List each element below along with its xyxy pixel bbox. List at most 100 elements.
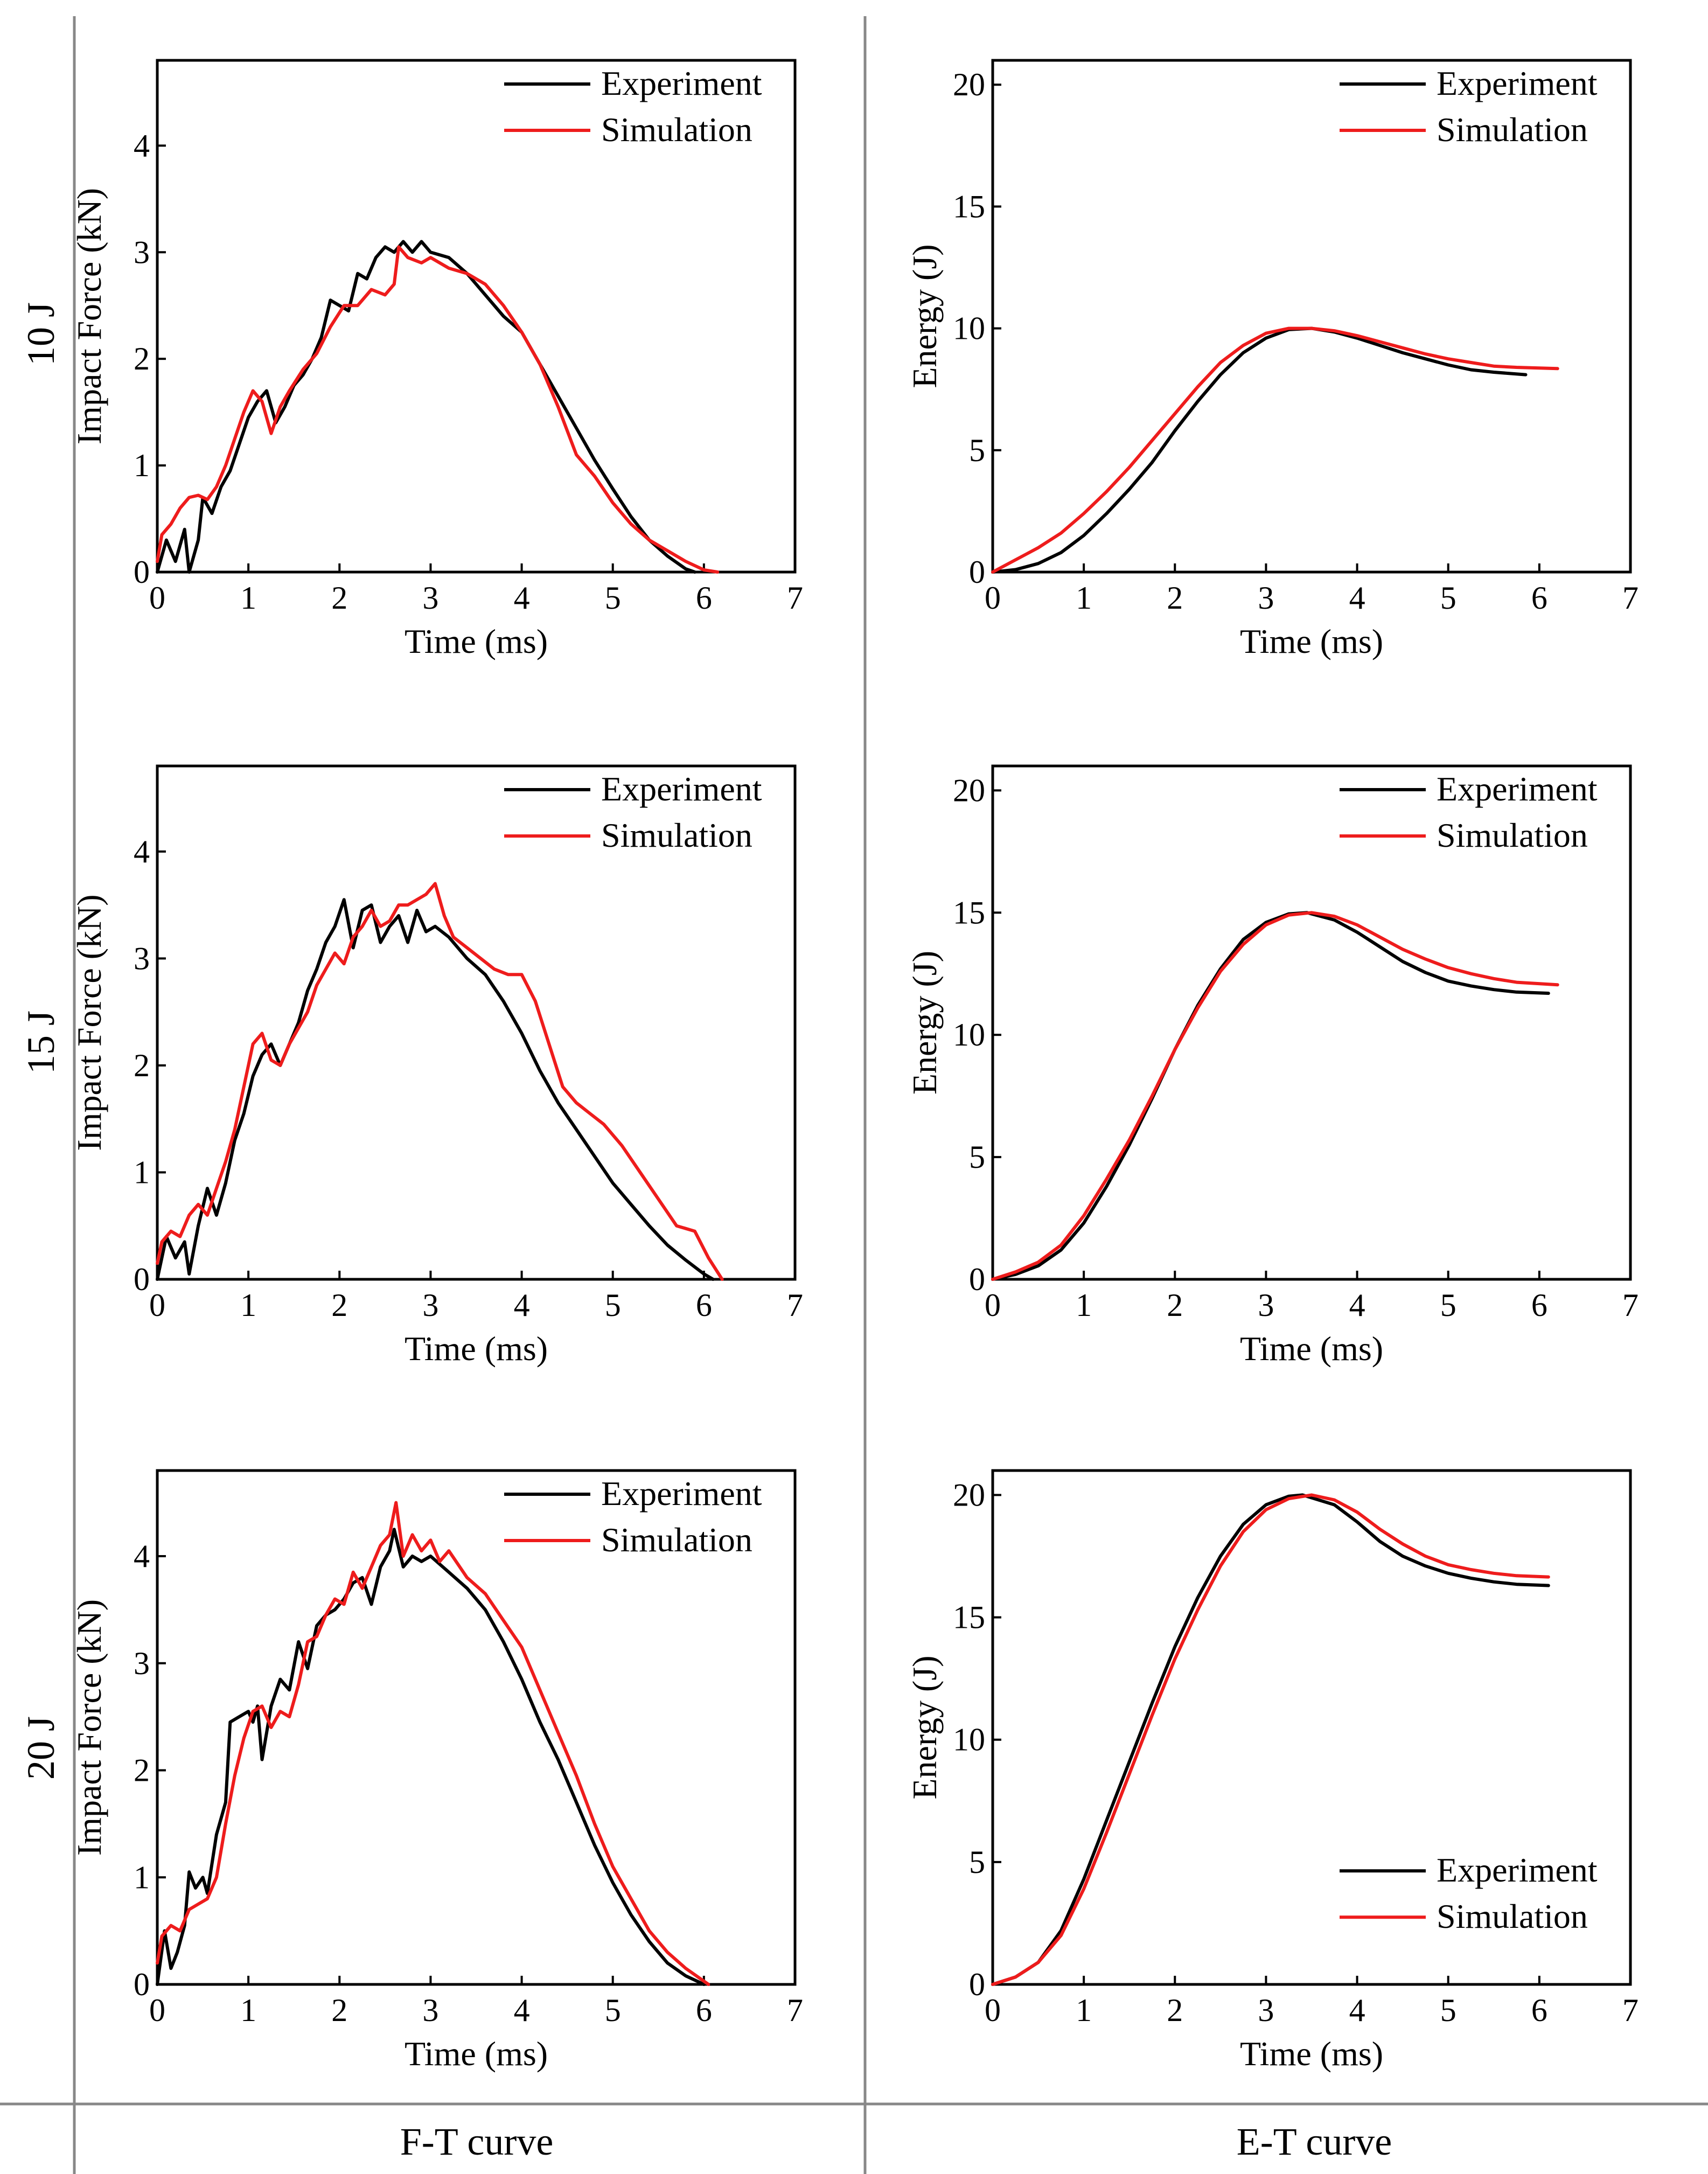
chart-6-series-simulation-line [991,1493,1550,1986]
chart-3-series-experiment-line [156,898,715,1281]
chart-4-x-tick-label: 2 [1167,1287,1183,1323]
chart-5-series-simulation-line [156,1501,710,1986]
chart-6-y-tick-label: 5 [969,1844,985,1880]
chart-5-y-tick-label: 3 [134,1646,150,1681]
chart-1-y-tick-label: 4 [134,128,150,163]
chart-3-y-tick-label: 2 [134,1048,150,1083]
chart-4-y-tick-label: 5 [969,1139,985,1175]
chart-3-legend-experiment-label: Experiment [601,770,762,808]
chart-4-plot-frame [991,764,1632,1281]
chart-6-series-experiment-line [991,1493,1550,1986]
chart-3-x-tick-label: 5 [605,1287,621,1323]
chart-1-x-tick-label: 4 [514,580,530,616]
chart-1-x-tick-label: 5 [605,580,621,616]
chart-3-x-axis-label: Time (ms) [405,1329,548,1368]
chart-3-y-tick-label: 0 [134,1262,150,1297]
chart-2-x-tick-label: 1 [1076,580,1092,616]
chart-2-legend-simulation-label: Simulation [1437,110,1588,149]
chart-6-x-tick-label: 4 [1349,1992,1365,2028]
chart-4-y-tick-label: 15 [953,895,985,930]
chart-1-y-tick-label: 1 [134,448,150,483]
chart-4-y-tick-label: 10 [953,1017,985,1053]
chart-5-x-tick-label: 6 [696,1992,712,2028]
chart-2-y-tick-label: 10 [953,311,985,346]
chart-3-x-tick-label: 1 [240,1287,256,1323]
chart-3-x-tick-label: 3 [422,1287,438,1323]
chart-6-y-axis-label: Energy (J) [905,1655,944,1799]
chart-4-x-axis-label: Time (ms) [1240,1329,1383,1368]
chart-3-x-tick-label: 6 [696,1287,712,1323]
chart-6-x-tick-label: 2 [1167,1992,1183,2028]
chart-2-y-tick-label: 15 [953,189,985,224]
chart-4-series-experiment-line [991,911,1550,1281]
chart-2-x-tick-label: 7 [1622,580,1639,616]
chart-1-x-axis-label: Time (ms) [405,622,548,660]
chart-3-x-tick-label: 2 [331,1287,347,1323]
chart-2-series-simulation-line [991,326,1559,574]
chart-2-x-tick-label: 0 [985,580,1001,616]
chart-6-x-tick-label: 0 [985,1992,1001,2028]
chart-4-x-tick-label: 1 [1076,1287,1092,1323]
chart-6-x-tick-label: 1 [1076,1992,1092,2028]
chart-2-x-tick-label: 3 [1258,580,1274,616]
chart-1-x-tick-label: 1 [240,580,256,616]
chart-1-plot-frame [156,59,797,574]
chart-3-y-axis-label: Impact Force (kN) [70,894,108,1151]
chart-5-x-tick-label: 0 [149,1992,165,2028]
chart-1-y-tick-label: 3 [134,234,150,270]
chart-4-legend-experiment-label: Experiment [1437,770,1598,808]
charts-layer: 0 1 2 3 4 5 6 7 0 1 2 3 4 Time (ms) Impact Force (kN) E… [70,59,1639,2073]
chart-2-x-tick-label: 6 [1531,580,1547,616]
chart-1: 0 1 2 3 4 5 6 7 0 1 2 3 4 Time (ms) Impact Force (kN) E… [70,59,803,660]
chart-3: 0 1 2 3 4 5 6 7 0 1 2 3 4 Time (ms) Impact Force (kN) E… [70,764,803,1368]
chart-1-x-tick-label: 7 [787,580,803,616]
chart-2: 0 1 2 3 4 5 6 7 0 5 10 15 20 Time (ms) Energy (J) Exper… [905,59,1639,660]
chart-1-x-tick-label: 0 [149,580,165,616]
chart-5: 0 1 2 3 4 5 6 7 0 1 2 3 4 Time (ms) Impact Force (kN) E… [70,1469,803,2073]
chart-3-legend-simulation-label: Simulation [601,816,752,854]
chart-4-series-simulation-line [991,911,1559,1281]
chart-2-series-experiment-line [991,326,1528,574]
chart-2-y-tick-label: 5 [969,433,985,468]
chart-2-legend-experiment-label: Experiment [1437,64,1598,102]
chart-5-x-axis-label: Time (ms) [405,2034,548,2073]
row-label-20j: 20 J [19,1716,62,1780]
chart-1-y-tick-label: 0 [134,554,150,590]
chart-5-y-axis-label: Impact Force (kN) [70,1599,108,1856]
chart-6-legend-experiment-label: Experiment [1437,1851,1598,1889]
chart-5-x-tick-label: 2 [331,1992,347,2028]
chart-1-x-tick-label: 6 [696,580,712,616]
chart-4: 0 1 2 3 4 5 6 7 0 5 10 15 20 Time (ms) Energy (J) Exper… [905,764,1639,1368]
chart-6-legend-simulation-label: Simulation [1437,1897,1588,1935]
chart-4-x-tick-label: 7 [1622,1287,1639,1323]
chart-6-x-tick-label: 5 [1440,1992,1456,2028]
chart-5-x-tick-label: 7 [787,1992,803,2028]
chart-6-y-tick-label: 15 [953,1600,985,1635]
chart-1-y-axis-label: Impact Force (kN) [70,188,108,444]
chart-3-x-tick-label: 0 [149,1287,165,1323]
chart-1-series-simulation-line [156,245,720,574]
chart-6-y-tick-label: 10 [953,1722,985,1758]
chart-3-y-tick-label: 3 [134,940,150,976]
chart-6: 0 1 2 3 4 5 6 7 0 5 10 15 20 Time (ms) Energy (J) Exper… [905,1469,1639,2073]
chart-3-x-tick-label: 4 [514,1287,530,1323]
chart-1-x-tick-label: 3 [422,580,438,616]
chart-6-x-tick-label: 3 [1258,1992,1274,2028]
column-label-et: E-T curve [1237,2120,1392,2163]
chart-6-x-tick-label: 7 [1622,1992,1639,2028]
chart-5-plot-frame [156,1469,797,1986]
chart-2-x-tick-label: 2 [1167,580,1183,616]
chart-5-x-tick-label: 4 [514,1992,530,2028]
chart-5-x-tick-label: 1 [240,1992,256,2028]
chart-3-plot-frame [156,764,797,1281]
chart-1-x-tick-label: 2 [331,580,347,616]
chart-2-y-axis-label: Energy (J) [905,244,944,388]
chart-4-legend-simulation-label: Simulation [1437,816,1588,854]
chart-5-y-tick-label: 2 [134,1753,150,1788]
chart-3-series-simulation-line [156,882,724,1281]
chart-4-x-tick-label: 0 [985,1287,1001,1323]
chart-5-x-tick-label: 5 [605,1992,621,2028]
chart-4-x-tick-label: 5 [1440,1287,1456,1323]
chart-1-legend-experiment-label: Experiment [601,64,762,102]
